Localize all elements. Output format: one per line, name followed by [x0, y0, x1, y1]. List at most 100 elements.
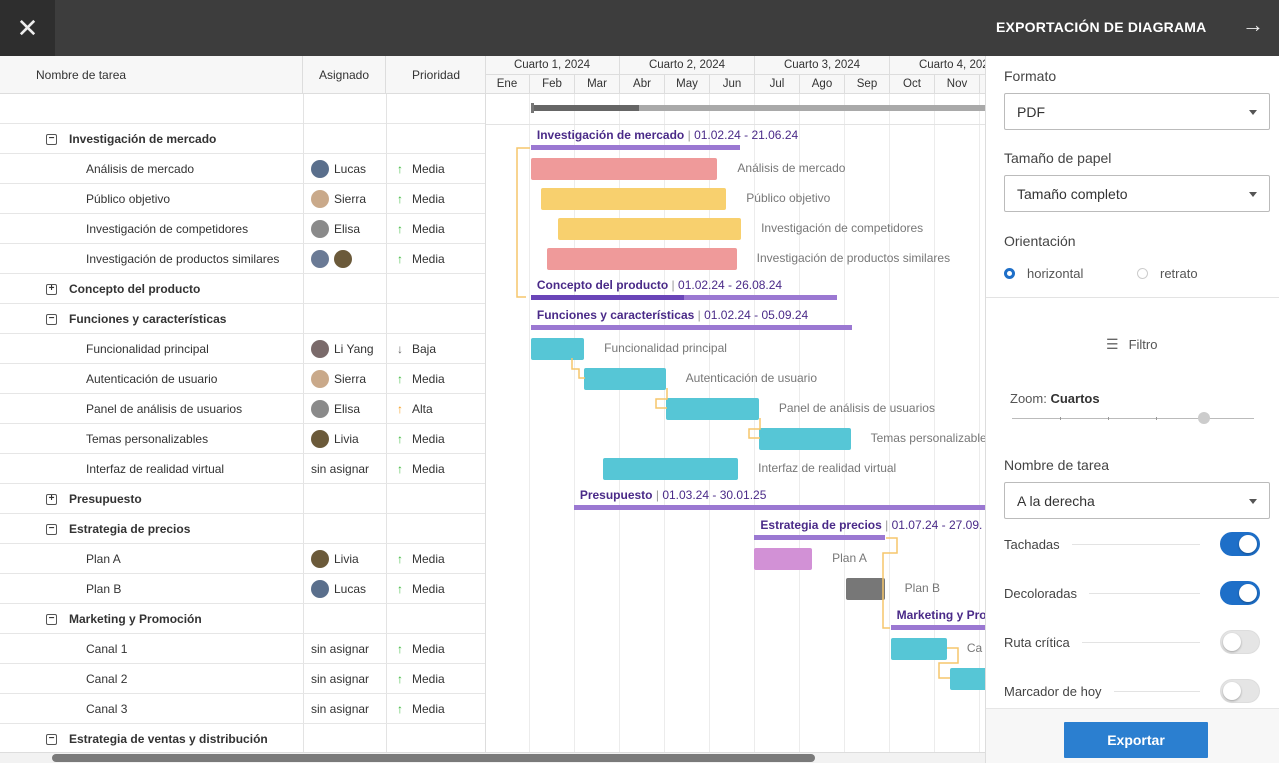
task-bar[interactable]	[890, 638, 947, 660]
avatar	[311, 550, 329, 568]
task-row[interactable]: Interfaz de realidad virtual sin asignar ↑…	[0, 454, 485, 484]
arrow-up-icon: ↑	[397, 702, 403, 716]
task-row[interactable]: Autenticación de usuario Sierra ↑ Media	[0, 364, 485, 394]
task-row[interactable]: Plan B Lucas ↑ Media	[0, 574, 485, 604]
group-row[interactable]: − Marketing y Promoción	[0, 604, 485, 634]
format-select[interactable]: PDF	[1004, 93, 1270, 130]
expand-icon[interactable]: +	[46, 283, 57, 295]
task-row[interactable]: Canal 3 sin asignar ↑ Media	[0, 694, 485, 724]
task-row[interactable]: Temas personalizables Livia ↑ Media	[0, 424, 485, 454]
summary-label: Funciones y características | 01.02.24 -…	[536, 308, 809, 322]
task-row[interactable]: Investigación de productos similares ↑ Med…	[0, 244, 485, 274]
radio-on-icon	[1004, 268, 1015, 279]
taskname-select[interactable]: A la derecha	[1004, 482, 1270, 519]
task-bar[interactable]	[584, 368, 666, 390]
task-row[interactable]: Investigación de competidores Elisa ↑ Media	[0, 214, 485, 244]
zoom-slider[interactable]	[1012, 412, 1254, 424]
summary-bar[interactable]	[890, 625, 985, 630]
toggle-row: Tachadas	[1004, 531, 1260, 557]
zoom-slider-handle[interactable]	[1198, 412, 1210, 424]
month-header: Mar	[575, 75, 620, 94]
task-row[interactable]: Funcionalidad principal Li Yang ↓ Baja	[0, 334, 485, 364]
arrow-right-icon[interactable]: →	[1242, 12, 1264, 37]
paper-select[interactable]: Tamaño completo	[1004, 175, 1270, 212]
task-bar[interactable]	[530, 338, 585, 360]
toggle-switch[interactable]	[1220, 679, 1260, 703]
month-header: Oct	[890, 75, 935, 94]
group-row[interactable]: − Estrategia de ventas y distribución	[0, 724, 485, 752]
task-row[interactable]: Plan A Livia ↑ Media	[0, 544, 485, 574]
chevron-down-icon	[1249, 110, 1257, 115]
summary-bar[interactable]	[530, 145, 740, 150]
avatar	[311, 190, 329, 208]
toggle-switch[interactable]	[1220, 630, 1260, 654]
avatar	[311, 250, 329, 268]
collapse-icon[interactable]: −	[46, 613, 57, 625]
collapse-icon[interactable]: −	[46, 313, 57, 325]
summary-bar[interactable]	[530, 325, 853, 330]
export-button[interactable]: Exportar	[1064, 722, 1208, 758]
dependency-line	[571, 358, 585, 379]
format-value: PDF	[1017, 103, 1045, 120]
filter-button[interactable]: ☰ Filtro	[1106, 336, 1157, 353]
filter-label: Filtro	[1128, 337, 1158, 352]
avatar	[311, 580, 329, 598]
task-bar-label: Análisis de mercado	[737, 161, 846, 175]
task-row[interactable]: Canal 1 sin asignar ↑ Media	[0, 634, 485, 664]
priority: Media	[412, 222, 445, 236]
task-bar[interactable]	[557, 218, 742, 240]
task-row[interactable]: Canal 2 sin asignar ↑ Media	[0, 664, 485, 694]
assignee-name: Lucas	[334, 582, 367, 596]
month-header: Jul	[755, 75, 800, 94]
arrow-down-icon: ↓	[397, 342, 403, 356]
task-row[interactable]: Público objetivo Sierra ↑ Media	[0, 184, 485, 214]
radio-retrato[interactable]: retrato	[1137, 266, 1198, 281]
priority: Media	[412, 252, 445, 266]
collapse-icon[interactable]: −	[46, 523, 57, 535]
toggle-row: Marcador de hoy	[1004, 678, 1260, 704]
task-bar-label: Investigación de competidores	[761, 221, 924, 235]
task-bar[interactable]	[603, 458, 739, 480]
toggle-switch[interactable]	[1220, 581, 1260, 605]
header-assigned[interactable]: Asignado	[303, 56, 386, 94]
quarter-header: Cuarto 2, 2024	[620, 56, 755, 75]
header-priority[interactable]: Prioridad	[386, 56, 485, 94]
task-bar[interactable]	[754, 548, 813, 570]
task-bar[interactable]	[846, 578, 885, 600]
task-bar[interactable]	[758, 428, 851, 450]
toggle-switch[interactable]	[1220, 532, 1260, 556]
toggle-row: Decoloradas	[1004, 580, 1260, 606]
close-icon[interactable]: ✕	[0, 0, 55, 56]
summary-bar[interactable]	[530, 295, 838, 300]
filter-icon: ☰	[1106, 336, 1119, 352]
group-row[interactable]: − Investigación de mercado	[0, 124, 485, 154]
radio-horizontal[interactable]: horizontal	[1004, 266, 1083, 281]
task-bar[interactable]	[949, 668, 985, 690]
priority: Media	[412, 642, 445, 656]
summary-bar[interactable]	[573, 505, 985, 510]
task-row[interactable]: Análisis de mercado Lucas ↑ Media	[0, 154, 485, 184]
expand-icon[interactable]: +	[46, 493, 57, 505]
task-bar-label: Temas personalizables	[870, 431, 985, 445]
zoom-label: Zoom: Cuartos	[1010, 391, 1100, 406]
header-task-name[interactable]: Nombre de tarea	[0, 56, 303, 94]
task-bar[interactable]	[547, 248, 737, 270]
task-bar[interactable]	[665, 398, 759, 420]
group-row[interactable]: − Funciones y características	[0, 304, 485, 334]
group-row[interactable]: + Presupuesto	[0, 484, 485, 514]
scrollbar-thumb[interactable]	[52, 754, 815, 762]
dependency-line	[938, 647, 959, 679]
task-name: Estrategia de precios	[69, 522, 191, 536]
horizontal-scrollbar[interactable]	[0, 752, 985, 763]
group-row[interactable]: + Concepto del producto	[0, 274, 485, 304]
task-bar[interactable]	[541, 188, 727, 210]
task-name: Análisis de mercado	[86, 162, 195, 176]
group-row[interactable]: − Estrategia de precios	[0, 514, 485, 544]
collapse-icon[interactable]: −	[46, 733, 57, 745]
assignee-name: Livia	[334, 432, 359, 446]
task-row[interactable]: Panel de análisis de usuarios Elisa ↑ Alta	[0, 394, 485, 424]
arrow-up-icon: ↑	[397, 582, 403, 596]
summary-bar[interactable]	[754, 535, 885, 540]
collapse-icon[interactable]: −	[46, 133, 57, 145]
task-bar[interactable]	[530, 158, 718, 180]
